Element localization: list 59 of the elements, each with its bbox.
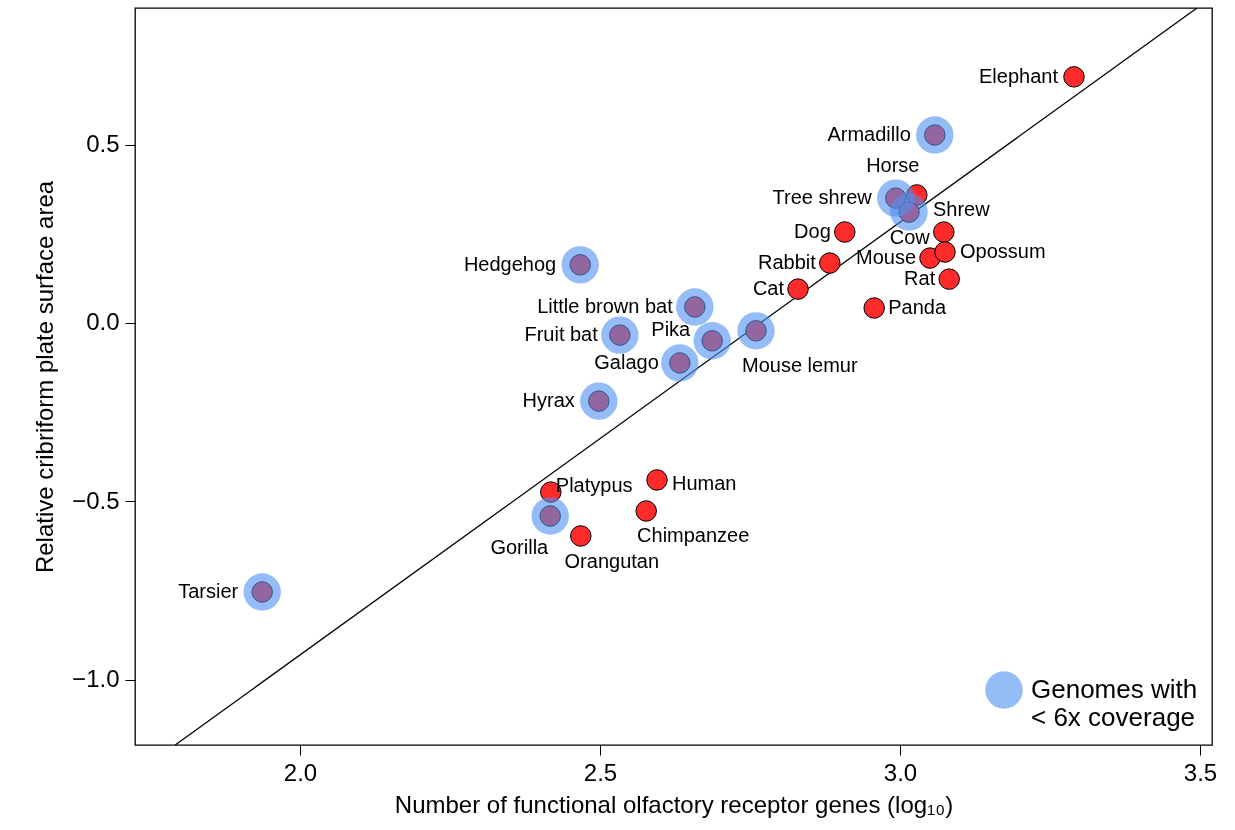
x-axis-title: Number of functional olfactory receptor genes (log₁₀) <box>394 790 954 818</box>
point <box>601 316 639 354</box>
y-tick-label: −1.0 <box>72 665 120 693</box>
annotation: Dog <box>794 220 831 243</box>
point <box>243 573 281 611</box>
x-tick-label: 3.0 <box>883 758 918 786</box>
y-tick-label: −0.5 <box>72 486 120 514</box>
point <box>693 322 731 360</box>
point <box>580 382 618 420</box>
legend-label: Genomes with < 6x coverage <box>1031 674 1198 732</box>
annotation: Panda <box>888 296 947 319</box>
point <box>938 268 960 290</box>
annotation: Orangutan <box>564 549 660 572</box>
y-tick-label: 0.0 <box>86 308 120 336</box>
annotation: Tree shrew <box>772 186 873 209</box>
point <box>1063 66 1085 88</box>
annotation: Opossum <box>960 240 1046 262</box>
point <box>561 246 599 284</box>
annotation: Cat <box>752 277 785 300</box>
annotation: Shrew <box>933 198 991 221</box>
annotation: Galago <box>594 350 659 373</box>
point <box>646 469 668 491</box>
annotation: Armadillo <box>827 123 911 145</box>
x-tick-label: 2.0 <box>283 758 318 786</box>
annotation: Tarsier <box>178 579 239 602</box>
x-tick-label: 2.5 <box>583 758 618 786</box>
point <box>916 116 954 154</box>
annotation: Pika <box>651 317 692 340</box>
annotation: Cow <box>889 226 931 249</box>
point <box>819 252 841 274</box>
annotation: Mouse lemur <box>742 353 858 376</box>
annotation: Little brown bat <box>537 294 674 317</box>
point <box>863 297 885 319</box>
point <box>933 221 955 243</box>
point <box>934 241 956 263</box>
y-tick-label: 0.5 <box>86 130 120 158</box>
y-axis-title: Relative cribriform plate surface area <box>31 180 59 574</box>
annotation: Elephant <box>979 64 1059 87</box>
annotation: Platypus <box>555 474 633 497</box>
annotation: Hedgehog <box>463 252 557 275</box>
point <box>531 497 569 535</box>
annotation: Rabbit <box>757 251 817 274</box>
point <box>635 500 657 522</box>
annotation: Fruit bat <box>524 323 599 346</box>
annotation: Hyrax <box>522 389 575 412</box>
point <box>890 193 928 231</box>
annotation: Gorilla <box>490 535 550 558</box>
annotation: Mouse <box>855 246 916 269</box>
annotation: Rat <box>904 267 936 290</box>
annotation: Horse <box>866 153 920 176</box>
point <box>570 525 592 547</box>
point <box>834 221 856 243</box>
point <box>906 184 928 206</box>
annotation: Chimpanzee <box>637 523 750 546</box>
point <box>661 344 699 382</box>
point <box>787 278 809 300</box>
annotation: Human <box>672 471 737 494</box>
x-tick-label: 3.5 <box>1183 758 1218 786</box>
point <box>737 312 775 350</box>
